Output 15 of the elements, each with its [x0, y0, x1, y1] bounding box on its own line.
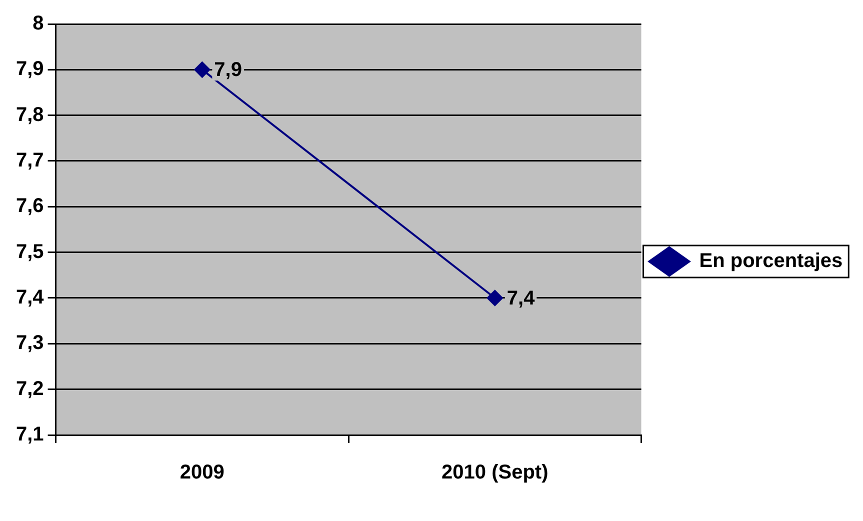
legend-label: En porcentajes [699, 250, 843, 272]
x-tick-label: 2010 (Sept) [442, 462, 548, 484]
y-tick-label: 7,8 [16, 104, 44, 126]
y-tick-label: 7,4 [16, 286, 45, 309]
y-tick-label: 7,3 [16, 332, 44, 354]
data-label: 7,4 [506, 288, 536, 310]
y-tick-label: 7,9 [16, 58, 44, 80]
y-tick-label: 7,6 [16, 195, 44, 218]
y-tick-label: 7,7 [16, 150, 44, 172]
y-tick-label: 7,1 [16, 424, 44, 446]
data-label: 7,9 [214, 59, 242, 82]
x-tick-label: 2009 [180, 462, 224, 484]
y-tick-label: 7,2 [16, 378, 44, 400]
y-tick-label: 7,5 [16, 240, 44, 263]
y-tick-label: 8 [32, 12, 44, 35]
